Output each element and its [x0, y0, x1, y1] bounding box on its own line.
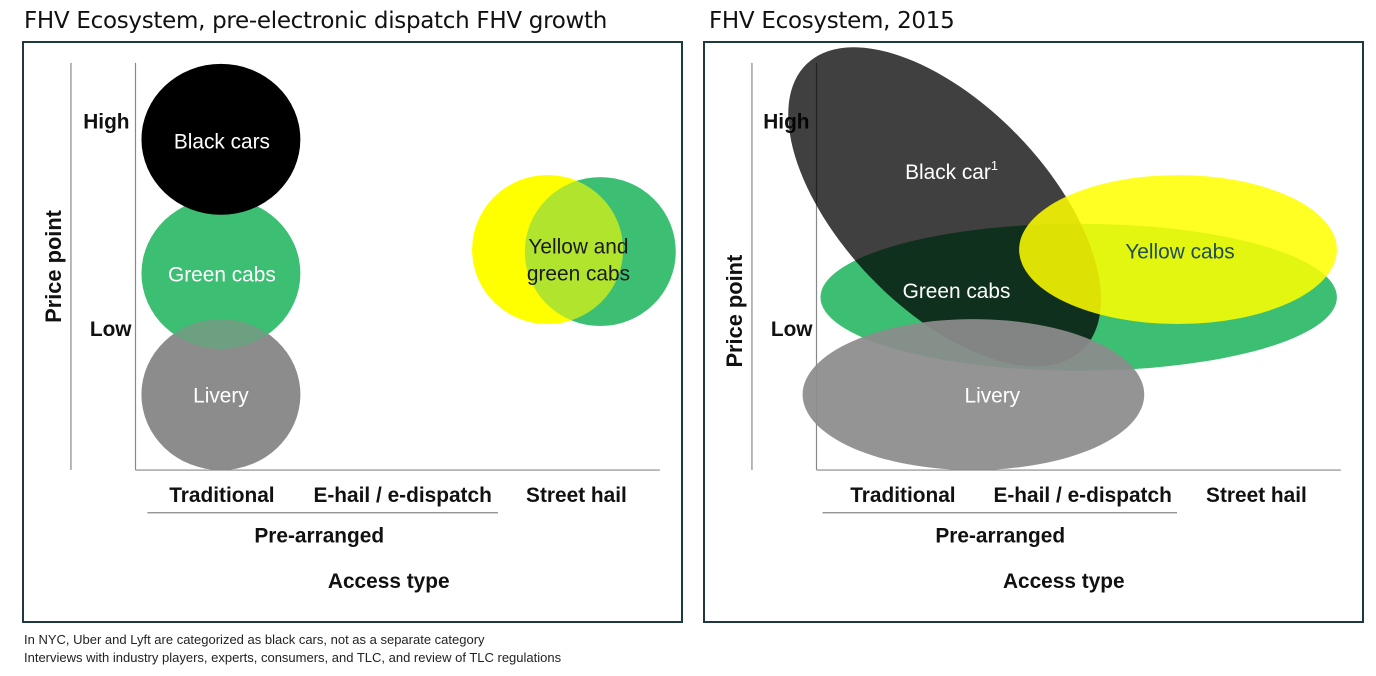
- footnote-1: In NYC, Uber and Lyft are categorized as…: [24, 632, 485, 647]
- left-x-axis-label: Access type: [328, 570, 450, 593]
- right-green-label: Green cabs: [903, 280, 1011, 303]
- left-green-bubble: [141, 197, 301, 349]
- left-panel: Price point High Low Black cars Green ca…: [22, 41, 683, 623]
- right-livery-ellipse: [802, 319, 1145, 471]
- right-black-label-sup: 1: [991, 158, 998, 173]
- left-yellow-green-label-2: green cabs: [527, 262, 630, 285]
- left-black-label: Black cars: [174, 130, 270, 153]
- left-yellow-green-label-1: Yellow and: [528, 236, 628, 259]
- right-black-label-text: Black car: [905, 161, 991, 184]
- left-y-axis-label: Price point: [41, 210, 66, 323]
- right-panel: Price point High Low Black car1 Green ca…: [703, 41, 1364, 623]
- right-diagram: Price point High Low Black car1 Green ca…: [722, 47, 1341, 593]
- footnote-2: Interviews with industry players, expert…: [24, 650, 562, 665]
- left-y-low: Low: [90, 318, 132, 341]
- right-x-ehail: E-hail / e-dispatch: [993, 484, 1171, 507]
- left-green-label: Green cabs: [168, 263, 276, 286]
- left-black-bubble: [141, 63, 301, 215]
- left-y-high: High: [83, 110, 129, 133]
- left-x-group: Pre-arranged: [254, 525, 384, 548]
- left-yellow-overlap: [472, 175, 624, 325]
- right-x-axis-label: Access type: [1003, 570, 1125, 593]
- right-livery-label: Livery: [964, 385, 1020, 408]
- left-livery-overlap: [141, 319, 301, 471]
- right-yellow-label: Yellow cabs: [1125, 241, 1234, 264]
- right-black-label: Black car1: [905, 158, 998, 184]
- right-yellow-ellipse: [1019, 175, 1337, 325]
- right-y-low: Low: [771, 318, 813, 341]
- right-x-street: Street hail: [1206, 484, 1307, 507]
- right-black-ellipse: [788, 47, 1101, 367]
- right-y-axis-label: Price point: [722, 255, 747, 368]
- left-x-street: Street hail: [526, 484, 627, 507]
- left-panel-title: FHV Ecosystem, pre-electronic dispatch F…: [24, 8, 608, 34]
- left-x-traditional: Traditional: [169, 484, 274, 507]
- left-diagram: Price point High Low Black cars Green ca…: [41, 62, 676, 593]
- right-x-group: Pre-arranged: [935, 525, 1065, 548]
- footnotes: In NYC, Uber and Lyft are categorized as…: [24, 631, 561, 667]
- right-panel-title: FHV Ecosystem, 2015: [709, 8, 955, 34]
- right-x-traditional: Traditional: [850, 484, 955, 507]
- left-x-ehail: E-hail / e-dispatch: [313, 484, 491, 507]
- left-livery-label: Livery: [193, 385, 249, 408]
